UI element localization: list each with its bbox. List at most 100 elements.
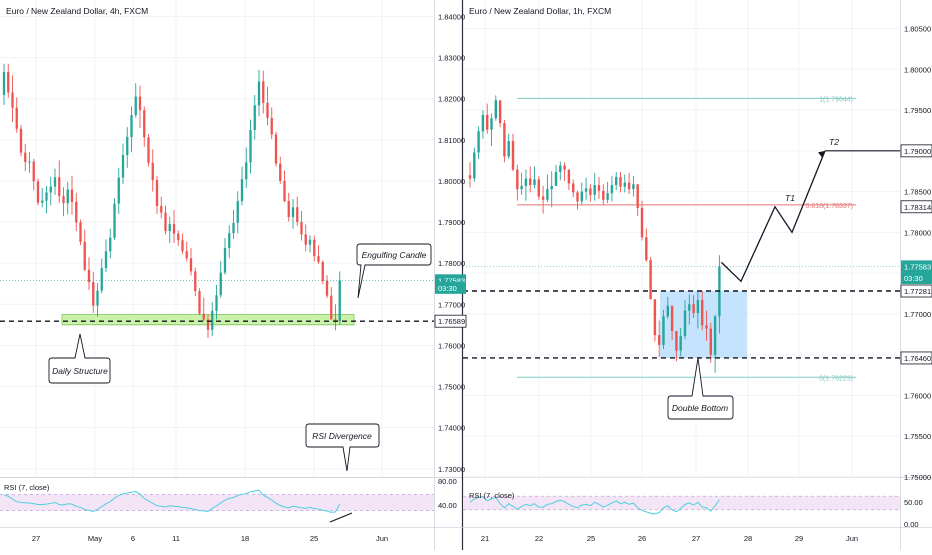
price-tick-label: 1.78000: [904, 228, 931, 237]
price-tick-label: 1.76000: [438, 341, 465, 350]
candle-body: [143, 110, 146, 138]
price-tag-label: 1.77583: [438, 276, 465, 285]
candle-body: [75, 201, 78, 223]
target-label-t2: T2: [829, 137, 839, 147]
callout-daily-structure: Daily Structure: [52, 366, 108, 376]
date-tick-label: Jun: [376, 534, 388, 543]
price-tick-label: 1.80000: [904, 65, 931, 74]
candle-body: [541, 196, 545, 200]
rsi-tick-label: 80.00: [438, 477, 457, 486]
price-tick-label: 1.79000: [438, 218, 465, 227]
candle-body: [317, 256, 320, 262]
date-tick-label: 26: [638, 534, 646, 543]
candle-body: [554, 172, 558, 186]
candle-body: [15, 107, 18, 129]
candle-body: [615, 176, 618, 186]
double-bottom-callout: Double Bottom: [667, 357, 734, 420]
candle-body: [117, 177, 120, 204]
candle-body: [593, 185, 596, 195]
price-tick-label: 1.82000: [438, 95, 465, 104]
candle-body: [240, 179, 244, 202]
candle-body: [49, 186, 52, 193]
candle-body: [503, 123, 506, 157]
price-tick-label: 1.75000: [438, 383, 465, 392]
price-tag-label: 03:30: [438, 284, 457, 293]
fib-level-label: 0.618(1.78337): [806, 203, 853, 210]
candle-body: [168, 224, 171, 232]
price-tag-label: 1.76589: [438, 317, 465, 326]
candle-body: [567, 169, 571, 184]
price-tag-box: [435, 281, 466, 294]
candle-body: [338, 280, 341, 322]
candle-body: [236, 201, 239, 223]
candle-body: [576, 192, 579, 202]
candle-body: [705, 325, 708, 329]
date-tick-label: 25: [587, 534, 595, 543]
date-tick-label: 27: [32, 534, 40, 543]
candle-body: [627, 182, 631, 190]
candle-body: [520, 185, 523, 190]
fib-level-label: 0(1.76223): [819, 375, 853, 382]
candle-body: [257, 81, 261, 106]
price-tick-label: 1.80500: [904, 25, 931, 34]
candle-body: [580, 191, 583, 202]
price-tag-box: [434, 314, 467, 328]
date-tick-label: 6: [131, 534, 135, 543]
date-tick-label: 18: [241, 534, 249, 543]
price-tick-label: 1.75000: [904, 473, 931, 482]
candle-body: [249, 129, 252, 163]
price-tick-label: 1.79500: [904, 106, 931, 115]
candle-body: [62, 196, 65, 204]
candle-body: [147, 137, 150, 163]
candle-body: [606, 193, 609, 200]
candle-body: [11, 92, 14, 108]
candle-body: [66, 189, 69, 204]
candle-body: [58, 177, 61, 197]
projection-path: [720, 150, 826, 283]
candle-body: [649, 260, 652, 300]
candle-body: [28, 161, 31, 163]
candle-body: [279, 163, 282, 181]
rsi-tick-label: 40.00: [438, 501, 457, 510]
candle-body: [334, 319, 337, 322]
candle-body: [709, 328, 712, 355]
candle-body: [70, 189, 74, 202]
candle-body: [692, 304, 695, 314]
date-tick-label: 27: [692, 534, 700, 543]
candle-body: [24, 152, 27, 163]
candle-body: [223, 247, 227, 273]
rsi-line: [3, 489, 341, 513]
candle-body: [619, 176, 622, 187]
candle-body: [253, 105, 256, 130]
candle-body: [688, 304, 691, 311]
candle-body: [177, 233, 180, 241]
callout-double-bottom: Double Bottom: [672, 403, 728, 413]
candle-body: [308, 239, 312, 245]
candle-body: [155, 180, 159, 207]
candle-body: [2, 71, 6, 95]
candle-body: [19, 128, 23, 153]
candle-body: [486, 114, 489, 130]
candle-body: [330, 295, 333, 320]
date-tick-label: 28: [744, 534, 752, 543]
candle-body: [164, 212, 167, 232]
callout-engulfing-candle: Engulfing Candle: [362, 250, 427, 260]
candle-body: [138, 96, 142, 111]
candle-body: [41, 200, 44, 203]
date-tick-label: 21: [481, 534, 489, 543]
price-tick-label: 1.73000: [438, 465, 465, 474]
engulfing-candle-callout: Engulfing Candle: [356, 243, 432, 299]
candle-body: [602, 190, 605, 200]
candle-body: [511, 141, 515, 170]
candle-body: [537, 179, 540, 197]
candle-body: [477, 131, 480, 153]
candle-body: [563, 165, 566, 170]
candle-body: [696, 300, 700, 314]
candle-body: [529, 178, 532, 186]
candle-body: [134, 96, 137, 116]
candle-body: [653, 299, 657, 336]
candle-body: [206, 319, 210, 330]
price-tick-label: 1.76000: [904, 391, 931, 400]
candle-body: [266, 102, 269, 119]
candle-body: [597, 185, 601, 191]
